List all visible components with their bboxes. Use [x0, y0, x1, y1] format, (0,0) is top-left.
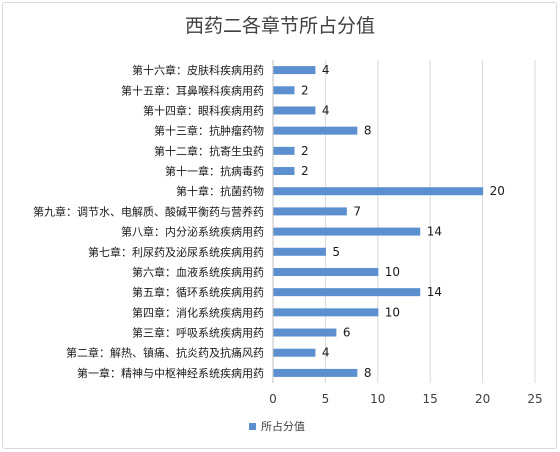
legend-label: 所占分值 — [261, 419, 305, 433]
category-labels: 第十六章：皮肤科疾病用药第十五章：耳鼻喉科疾病用药第十四章：眼科疾病用药第十三章… — [33, 63, 264, 380]
bar — [273, 227, 421, 236]
x-tick-label: 0 — [269, 392, 277, 406]
bar — [273, 308, 379, 317]
bar — [273, 126, 358, 135]
bar — [273, 187, 484, 196]
category-label: 第十四章：眼科疾病用药 — [143, 103, 264, 117]
data-label: 6 — [343, 326, 351, 340]
category-label: 第六章：血液系统疾病用药 — [132, 265, 264, 279]
category-label: 第十五章：耳鼻喉科疾病用药 — [121, 83, 264, 97]
bar — [273, 86, 295, 95]
bar — [273, 146, 295, 155]
data-label: 10 — [385, 305, 400, 319]
bar — [273, 167, 295, 176]
data-label: 5 — [332, 245, 340, 259]
data-label: 14 — [427, 285, 442, 299]
category-label: 第五章：循环系统疾病用药 — [132, 285, 264, 299]
category-label: 第七章：利尿药及泌尿系统疾病用药 — [88, 245, 264, 259]
category-label: 第九章：调节水、电解质、酸碱平衡药与营养药 — [33, 204, 264, 218]
data-label: 8 — [364, 124, 372, 138]
data-label: 4 — [322, 103, 330, 117]
category-label: 第八章：内分泌系统疾病用药 — [121, 225, 264, 239]
category-label: 第三章：呼吸系统疾病用药 — [132, 326, 264, 340]
bar — [273, 267, 379, 276]
x-tick-label: 15 — [423, 392, 438, 406]
bar — [273, 106, 316, 115]
legend: 所占分值 — [249, 419, 305, 433]
x-tick-label: 25 — [527, 392, 542, 406]
bar — [273, 348, 316, 357]
category-label: 第十一章：抗病毒药 — [165, 164, 264, 178]
x-tick-label: 10 — [370, 392, 385, 406]
data-label: 8 — [364, 366, 372, 380]
category-label: 第二章：解热、镇痛、抗炎药及抗痛风药 — [66, 346, 264, 360]
category-label: 第一章：精神与中枢神经系统疾病用药 — [77, 366, 264, 380]
x-tick-label: 5 — [322, 392, 330, 406]
data-label: 10 — [385, 265, 400, 279]
data-label: 7 — [353, 204, 361, 218]
category-label: 第十三章：抗肿瘤药物 — [154, 124, 264, 138]
category-label: 第十章：抗菌药物 — [176, 184, 264, 198]
bar — [273, 207, 347, 216]
data-label: 14 — [427, 225, 442, 239]
chart-title: 西药二各章节所占分值 — [185, 15, 375, 37]
data-label: 20 — [490, 184, 505, 198]
data-label: 4 — [322, 346, 330, 360]
bar — [273, 247, 326, 256]
data-label: 2 — [301, 164, 309, 178]
bar — [273, 288, 421, 297]
x-tick-labels: 0 5 10 15 20 25 — [269, 392, 542, 406]
data-label: 4 — [322, 63, 330, 77]
data-label: 2 — [301, 144, 309, 158]
category-label: 第十六章：皮肤科疾病用药 — [132, 63, 264, 77]
bar — [273, 328, 337, 337]
category-label: 第十二章：抗寄生虫药 — [154, 144, 264, 158]
x-tick-label: 20 — [475, 392, 490, 406]
legend-swatch — [249, 423, 256, 430]
bar — [273, 368, 358, 377]
category-label: 第四章：消化系统疾病用药 — [132, 305, 264, 319]
bar — [273, 66, 316, 75]
data-label: 2 — [301, 83, 309, 97]
